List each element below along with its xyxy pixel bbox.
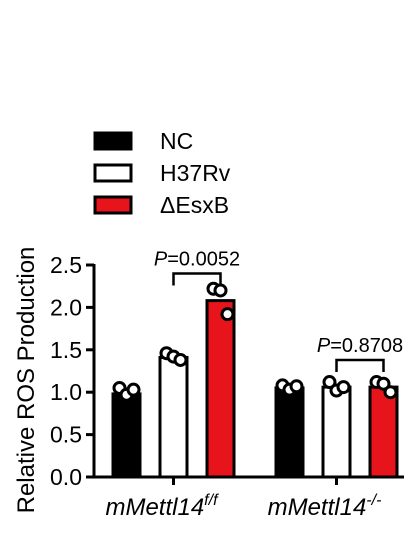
data-point (336, 380, 351, 395)
legend-label: H37Rv (160, 160, 231, 186)
p-symbol: P (317, 335, 331, 357)
legend-label: NC (160, 128, 193, 154)
data-point (322, 375, 337, 390)
group-label: mMettl14f/f (105, 492, 219, 521)
legend-swatch (93, 195, 133, 215)
y-tick-label: 1.5 (50, 337, 82, 363)
bar (205, 299, 236, 479)
data-point (173, 352, 188, 367)
y-tick-label: 1.0 (50, 379, 82, 405)
data-point (289, 379, 304, 394)
bar (274, 386, 305, 479)
bar (368, 385, 399, 479)
significance-bracket (335, 358, 385, 372)
p-symbol: P (154, 248, 168, 270)
legend-swatch (93, 131, 133, 151)
bars (111, 299, 399, 479)
y-tick-label: 0.0 (50, 464, 82, 490)
legend-swatch (93, 163, 133, 183)
axes: 0.0 0.5 1.0 1.5 2.0 2.5 mMettl14f/f mMettl14-/- (50, 252, 404, 521)
bar (321, 385, 352, 479)
p-value: =0.0052 (167, 248, 240, 270)
data-points (112, 281, 398, 402)
p-value-label: P=0.0052 (154, 248, 240, 270)
group-label-superscript: -/- (366, 492, 381, 509)
y-tick-label: 0.5 (50, 422, 82, 448)
y-tick-label: 2.0 (50, 294, 82, 320)
group-label: mMettl14-/- (268, 492, 382, 521)
p-value-label: P=0.8708 (317, 335, 403, 357)
data-point (126, 382, 141, 397)
bar (158, 355, 189, 479)
significance-bracket (172, 272, 222, 286)
legend: NC H37Rv ΔEsxB (93, 128, 231, 218)
data-point (220, 307, 235, 322)
y-tick-label: 2.5 (50, 252, 82, 278)
data-point (383, 385, 398, 400)
y-axis-label: Relative ROS Production (13, 247, 40, 514)
p-value: =0.8708 (330, 335, 403, 357)
data-point (376, 376, 391, 391)
data-point (213, 283, 228, 298)
bar (111, 392, 142, 479)
legend-label: ΔEsxB (160, 192, 229, 218)
group-label-superscript: f/f (204, 492, 219, 509)
